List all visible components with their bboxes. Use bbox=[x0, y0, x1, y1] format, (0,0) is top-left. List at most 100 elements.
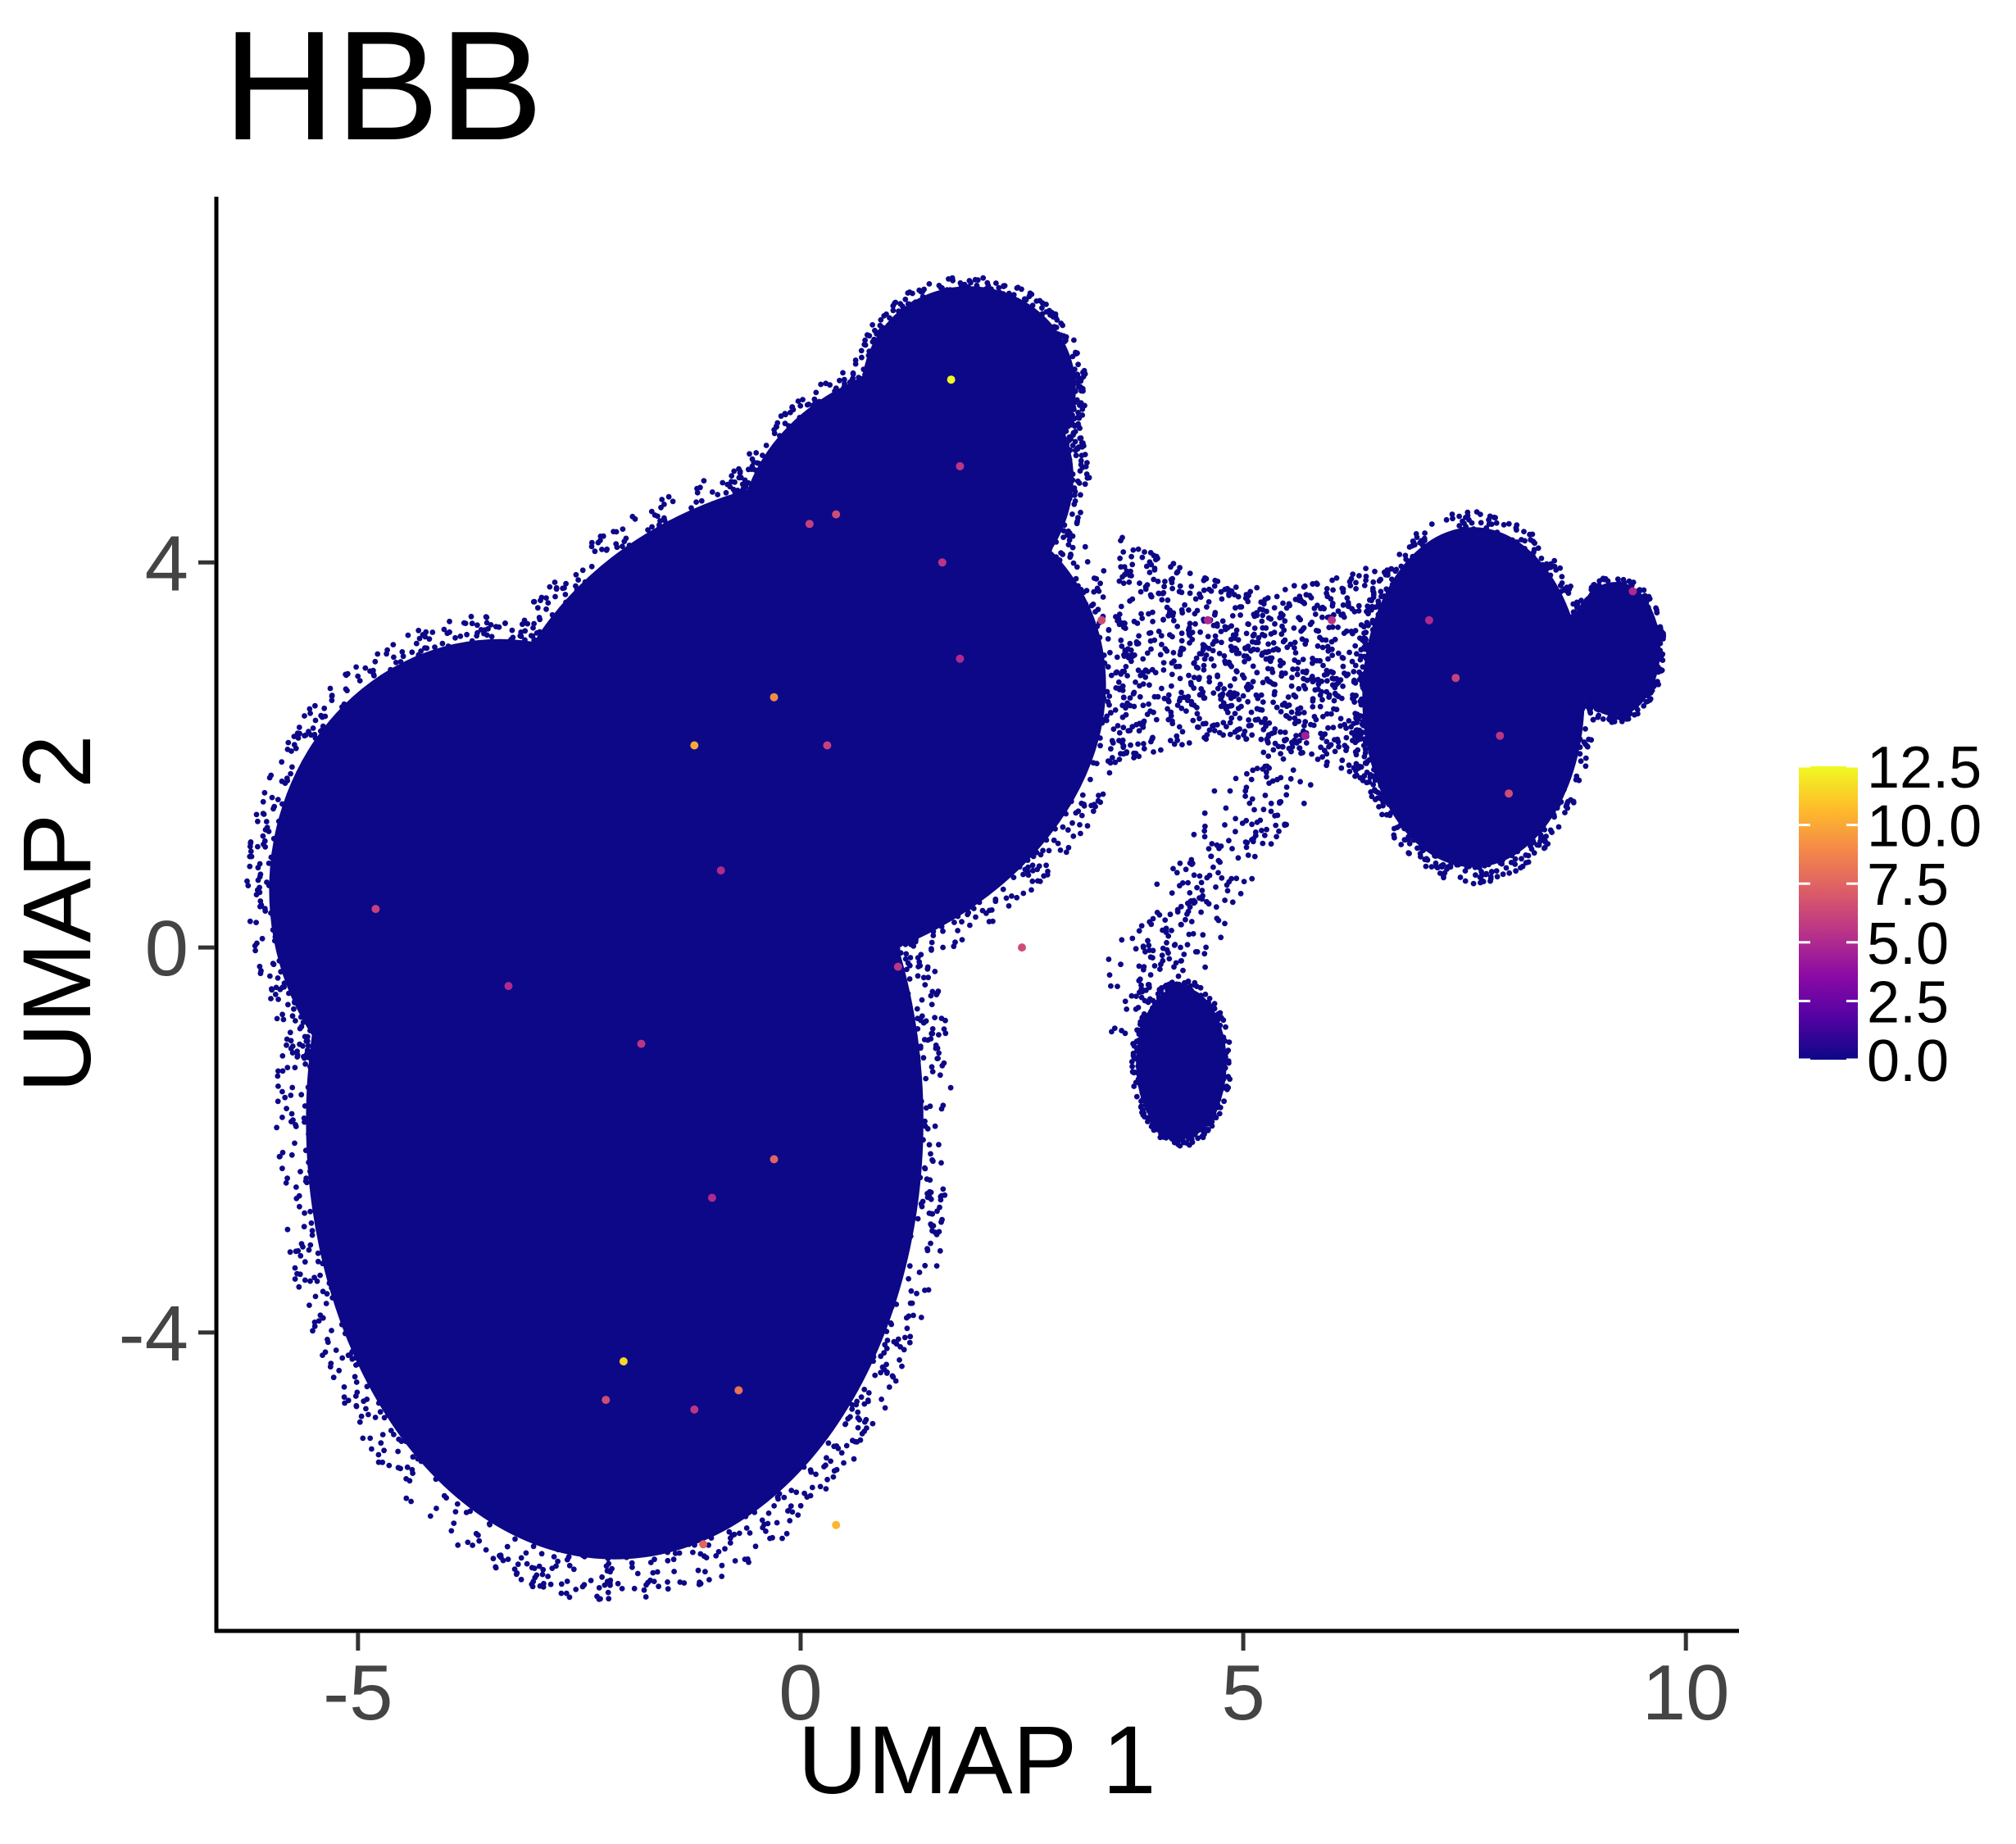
cell-point bbox=[701, 985, 707, 991]
cell-point bbox=[1359, 696, 1364, 702]
cell-point bbox=[309, 1144, 316, 1151]
cell-point bbox=[415, 1127, 420, 1133]
cell-point bbox=[740, 531, 747, 538]
cell-point bbox=[752, 1471, 759, 1477]
cell-point bbox=[989, 379, 995, 385]
cell-point bbox=[1074, 733, 1080, 739]
cell-point bbox=[272, 992, 279, 997]
cell-point bbox=[765, 595, 772, 602]
cell-point bbox=[407, 1122, 414, 1129]
cell-point bbox=[514, 857, 520, 864]
cell-point bbox=[533, 661, 539, 667]
cell-point bbox=[1055, 410, 1061, 416]
cell-point bbox=[366, 694, 372, 700]
cell-point bbox=[510, 1141, 516, 1147]
cell-point bbox=[424, 645, 430, 652]
cell-point bbox=[756, 1490, 762, 1497]
cell-point bbox=[754, 956, 761, 962]
cell-point bbox=[833, 958, 839, 965]
cell-point bbox=[992, 594, 998, 601]
cell-point bbox=[724, 992, 731, 998]
cell-point bbox=[749, 980, 756, 987]
cluster-right-cluster bbox=[1350, 509, 1598, 887]
cell-point bbox=[1053, 539, 1060, 545]
cell-point bbox=[720, 479, 726, 486]
cell-point bbox=[1070, 429, 1077, 436]
cell-point bbox=[959, 291, 965, 297]
cell-point bbox=[824, 1411, 831, 1418]
cell-point bbox=[330, 1374, 337, 1381]
cell-point bbox=[742, 582, 749, 588]
cell-point bbox=[474, 622, 480, 629]
cell-point bbox=[403, 1495, 410, 1501]
cell-point bbox=[822, 1432, 828, 1438]
cell-point bbox=[901, 1229, 907, 1236]
cell-point bbox=[971, 883, 977, 889]
cell-point bbox=[1000, 359, 1006, 366]
cell-point bbox=[858, 1340, 865, 1347]
cell-point bbox=[487, 715, 493, 722]
cell-point bbox=[661, 981, 668, 988]
cell-point bbox=[870, 1354, 877, 1360]
cell-point bbox=[588, 1109, 595, 1115]
cell-point bbox=[407, 1133, 413, 1139]
cell-point bbox=[629, 1560, 635, 1566]
cell-point bbox=[454, 1151, 461, 1157]
cell-point bbox=[1082, 543, 1088, 550]
cell-point bbox=[794, 1451, 801, 1457]
cell-point bbox=[1057, 349, 1064, 356]
cell-point bbox=[781, 1494, 788, 1501]
cell-point bbox=[534, 1524, 540, 1530]
cell-point bbox=[756, 584, 763, 591]
cell-point bbox=[806, 1424, 812, 1430]
cell-point bbox=[292, 1140, 297, 1147]
cell-point bbox=[327, 1200, 334, 1206]
cell-point bbox=[260, 833, 266, 839]
cell-point bbox=[271, 850, 278, 856]
cell-point bbox=[1034, 583, 1040, 589]
cell-point bbox=[508, 680, 514, 686]
cell-point bbox=[477, 1477, 484, 1483]
cell-point bbox=[500, 761, 506, 767]
cell-point bbox=[549, 891, 555, 897]
cell-point bbox=[564, 1578, 570, 1584]
cell-point bbox=[410, 1454, 416, 1460]
cell-point bbox=[328, 733, 334, 738]
cell-point bbox=[533, 655, 539, 661]
cell-point bbox=[479, 809, 485, 815]
cell-point bbox=[531, 1565, 538, 1571]
cell-point bbox=[710, 1510, 715, 1517]
cell-point bbox=[1012, 379, 1019, 386]
cell-point bbox=[926, 1142, 933, 1148]
cell-point bbox=[300, 1020, 306, 1025]
cell-point bbox=[275, 1073, 281, 1079]
cell-point bbox=[336, 1367, 343, 1374]
cell-point bbox=[309, 1228, 316, 1234]
cell-point bbox=[416, 1426, 423, 1433]
cell-point bbox=[690, 1549, 696, 1556]
cell-point bbox=[470, 790, 476, 797]
cell-point bbox=[330, 1079, 336, 1086]
cell-point bbox=[665, 1586, 671, 1592]
cell-point bbox=[874, 1330, 881, 1336]
cell-point bbox=[1106, 702, 1112, 708]
cell-point bbox=[623, 535, 629, 542]
cell-point bbox=[905, 358, 911, 364]
cell-point bbox=[1025, 872, 1032, 879]
cell-point bbox=[547, 642, 554, 648]
cell-point bbox=[1071, 608, 1078, 615]
cell-point bbox=[284, 1106, 289, 1111]
cell-point bbox=[763, 613, 770, 620]
cell-point bbox=[715, 996, 722, 1002]
cell-point bbox=[1090, 760, 1097, 766]
cell-point bbox=[790, 406, 797, 413]
cell-point bbox=[532, 915, 538, 920]
cell-point bbox=[1088, 802, 1094, 809]
cell-point bbox=[1099, 720, 1106, 726]
cell-point bbox=[331, 1219, 338, 1225]
cell-point bbox=[292, 1276, 298, 1282]
cell-point bbox=[551, 1554, 557, 1560]
cell-point bbox=[549, 1565, 556, 1571]
cell-point bbox=[880, 371, 887, 378]
cell-point bbox=[522, 902, 529, 909]
